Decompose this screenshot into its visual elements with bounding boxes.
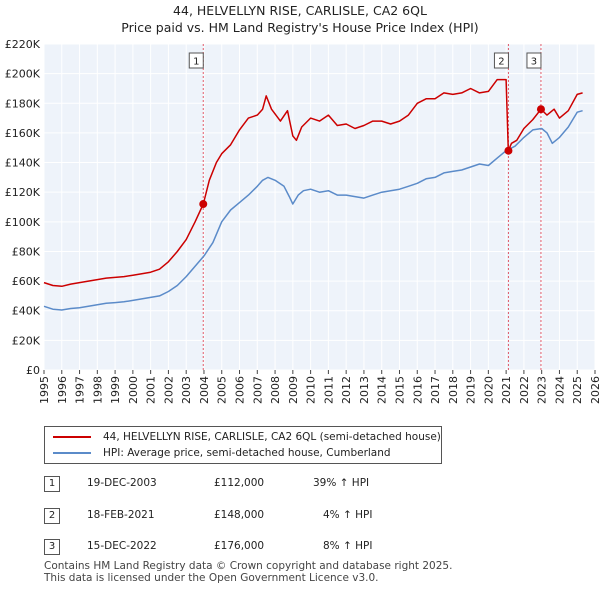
y-tick-label: £200K: [5, 68, 41, 81]
plot-area: [44, 44, 595, 370]
transaction-row: 3 15-DEC-2022 £176,000 8% ↑ HPI: [40, 539, 440, 557]
x-tick-label: 2003: [180, 376, 193, 404]
transaction-price: £176,000: [214, 540, 265, 552]
price-chart: £0 £20K £40K £60K £80K £100K £120K £140K £160K £1…: [5, 38, 600, 404]
y-tick-label: £120K: [5, 186, 41, 199]
footer: Contains HM Land Registry data © Crown c…: [44, 560, 452, 584]
x-tick-label: 2019: [465, 376, 478, 404]
transaction-hpi: 4% ↑ HPI: [323, 509, 373, 521]
legend-item-hpi: HPI: Average price, semi-detached house,…: [53, 445, 391, 461]
sale-label-box: [493, 52, 509, 69]
legend-swatch-property: [53, 436, 91, 438]
x-tick-label: 2024: [553, 376, 566, 404]
x-tick-label: 2015: [393, 376, 406, 404]
sale-point: [199, 200, 208, 209]
x-tick-label: 2010: [305, 376, 318, 404]
transaction-price: £148,000: [214, 509, 265, 521]
x-tick-label: 2014: [376, 376, 389, 404]
x-tick-label: 2012: [340, 376, 353, 404]
y-tick-label: £100K: [5, 216, 41, 229]
x-tick-label: 2000: [127, 376, 140, 404]
y-tick-label: £60K: [12, 275, 41, 288]
sale-label-box: [188, 52, 204, 69]
y-tick-label: £180K: [5, 97, 41, 110]
hpi-line: [43, 109, 583, 311]
sale-label: 1: [193, 57, 199, 68]
x-tick-label: 2022: [518, 376, 531, 404]
sale-label-box: [526, 52, 542, 69]
y-tick-label: £140K: [5, 157, 41, 170]
y-tick-label: £220K: [5, 38, 41, 51]
x-tick-label: 1999: [109, 376, 122, 404]
x-tick-label: 2021: [500, 376, 513, 404]
x-tick-label: 2005: [216, 376, 229, 404]
x-tick-label: 2018: [447, 376, 460, 404]
chart-title: 44, HELVELLYN RISE, CARLISLE, CA2 6QL: [173, 3, 427, 18]
property-price-line: [43, 78, 583, 288]
legend-swatch-hpi: [53, 452, 91, 454]
x-tick-label: 2026: [589, 376, 600, 404]
transaction-date: 19-DEC-2003: [87, 477, 157, 489]
footer-licence: This data is licensed under the Open Gov…: [44, 572, 379, 584]
x-tick-label: 2013: [358, 376, 371, 404]
x-tick-label: 2009: [287, 376, 300, 404]
legend: 44, HELVELLYN RISE, CARLISLE, CA2 6QL (s…: [44, 426, 442, 464]
chart-subtitle: Price paid vs. HM Land Registry's House …: [121, 20, 479, 35]
x-tick-label: 1998: [91, 376, 104, 404]
x-tick-label: 2011: [322, 376, 335, 404]
transaction-date: 15-DEC-2022: [87, 540, 157, 552]
y-tick-label: £20K: [12, 334, 41, 347]
x-tick-label: 2004: [198, 376, 211, 404]
sale-point: [536, 105, 545, 114]
transaction-marker-badge: 3: [44, 539, 60, 555]
y-tick-label: £80K: [12, 245, 41, 258]
footer-copyright: Contains HM Land Registry data © Crown c…: [44, 560, 453, 572]
x-tick-label: 2020: [482, 376, 495, 404]
legend-label-hpi: HPI: Average price, semi-detached house,…: [103, 447, 391, 459]
transaction-row: 2 18-FEB-2021 £148,000 4% ↑ HPI: [40, 508, 440, 526]
x-tick-label: 2017: [429, 376, 442, 404]
sale-label: 2: [498, 57, 504, 68]
transaction-marker-badge: 2: [44, 508, 60, 524]
transaction-date: 18-FEB-2021: [87, 509, 155, 521]
x-tick-label: 2008: [269, 376, 282, 404]
y-tick-label: £40K: [12, 305, 41, 318]
x-tick-label: 2006: [234, 376, 247, 404]
x-tick-label: 2002: [162, 376, 175, 404]
transaction-row: 1 19-DEC-2003 £112,000 39% ↑ HPI: [40, 476, 440, 494]
x-tick-label: 1995: [38, 376, 51, 404]
sale-point: [504, 146, 513, 155]
y-tick-label: £0: [26, 364, 40, 377]
transaction-marker-badge: 1: [44, 476, 60, 492]
legend-label-property: 44, HELVELLYN RISE, CARLISLE, CA2 6QL (s…: [103, 431, 441, 443]
x-tick-label: 2016: [411, 376, 424, 404]
x-tick-label: 1996: [56, 376, 69, 404]
x-tick-label: 1997: [74, 376, 87, 404]
y-tick-label: £160K: [5, 127, 41, 140]
x-tick-label: 2007: [251, 376, 264, 404]
transaction-price: £112,000: [214, 477, 265, 489]
legend-item-property: 44, HELVELLYN RISE, CARLISLE, CA2 6QL (s…: [53, 429, 441, 445]
transaction-hpi: 8% ↑ HPI: [323, 540, 373, 552]
x-tick-label: 2001: [145, 376, 158, 404]
x-tick-label: 2025: [571, 376, 584, 404]
x-tick-label: 2023: [536, 376, 549, 404]
sale-label: 3: [531, 57, 537, 68]
transaction-hpi: 39% ↑ HPI: [313, 477, 370, 489]
